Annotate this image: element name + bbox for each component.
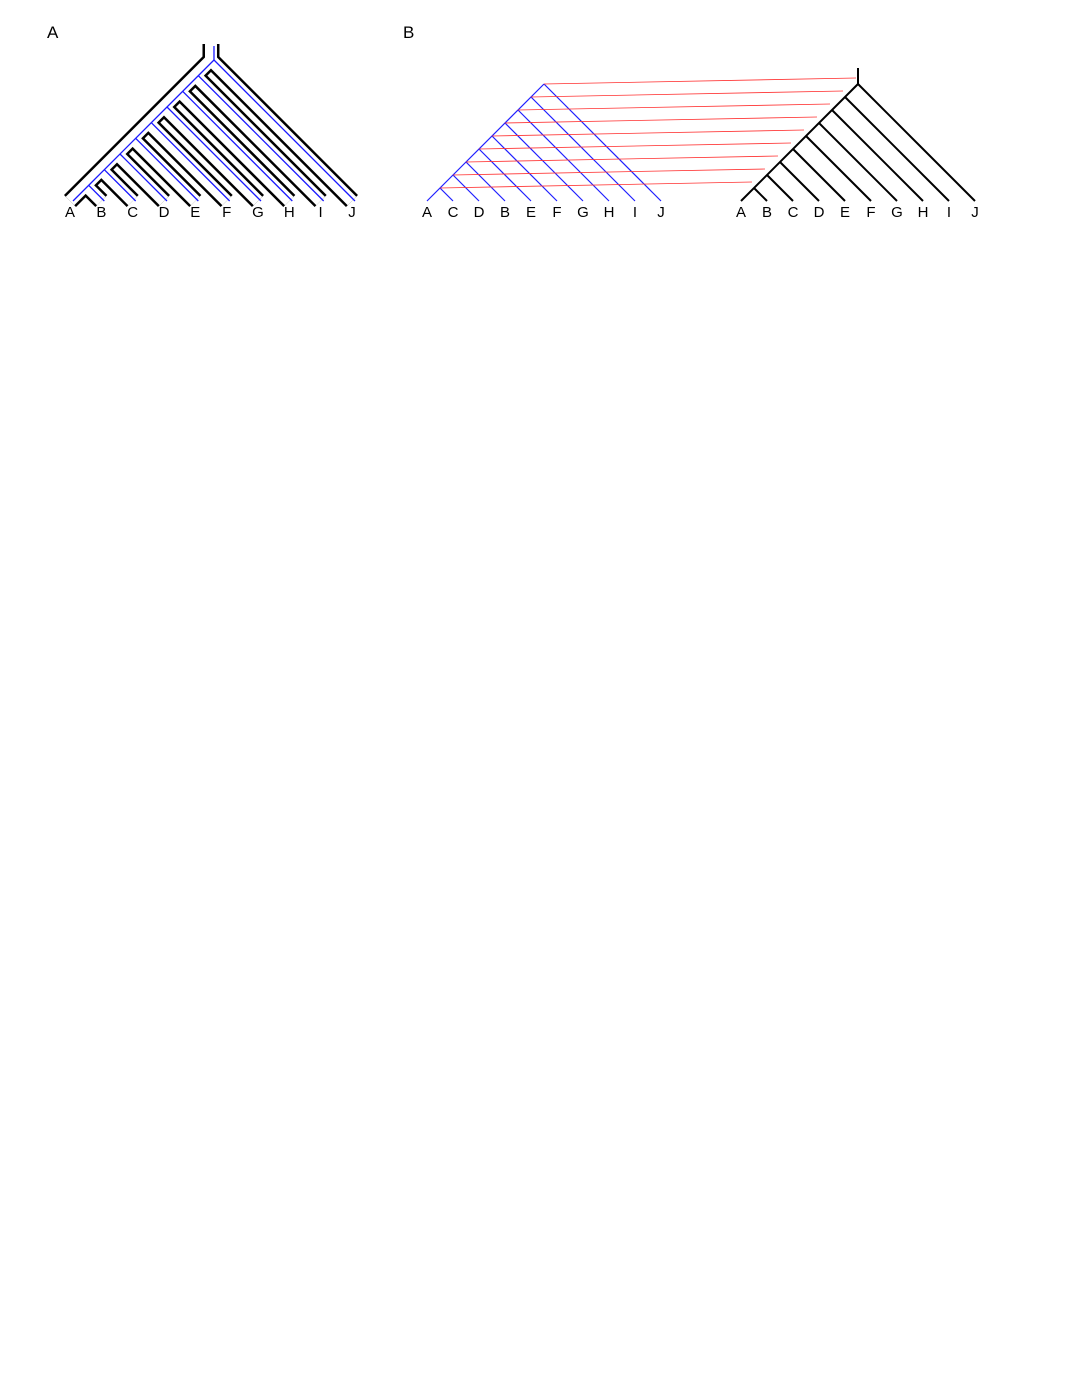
gene-tree-branch	[478, 148, 532, 202]
leaf-label: J	[971, 204, 979, 221]
leaf-label: A	[65, 204, 75, 221]
leaf-label: C	[127, 204, 138, 221]
species-tree-interior	[128, 134, 200, 206]
leaf-label: B	[500, 204, 510, 221]
gene-tree-branch	[439, 187, 454, 202]
species-tree-interior	[144, 118, 231, 206]
leaf-label: H	[604, 204, 615, 221]
gene-tree-branch	[88, 184, 105, 202]
panel-a: A B C D E F G H I J	[63, 42, 358, 221]
leaf-label: E	[526, 204, 536, 221]
leaf-label: C	[448, 204, 459, 221]
gene-tree-branch	[517, 109, 610, 202]
leaf-label: C	[788, 204, 799, 221]
gene-tree-branch	[166, 106, 262, 202]
tube-mask	[205, 42, 216, 47]
leaf-label: J	[348, 204, 356, 221]
mapping-arrow	[517, 103, 831, 111]
leaf-label: G	[891, 204, 903, 221]
gene-tree-branch	[182, 90, 293, 202]
gene-tree-branch	[504, 122, 584, 202]
leaf-label: G	[577, 204, 589, 221]
gene-tree-branch	[426, 83, 545, 202]
gene-tree-branch	[135, 137, 199, 202]
leaf-label: D	[474, 204, 485, 221]
leaf-label: E	[190, 204, 200, 221]
leaf-label: E	[840, 204, 850, 221]
species-tree-branch	[831, 109, 924, 202]
species-tree-interior	[112, 149, 169, 206]
species-tree-interior	[159, 102, 263, 206]
species-tree-interior	[206, 55, 357, 206]
gene-tree-branch	[150, 122, 231, 202]
gene-tree-branch	[103, 169, 137, 202]
gene-tree-branch	[72, 59, 215, 202]
leaf-label: J	[657, 204, 665, 221]
mapping-arrow	[465, 155, 779, 163]
species-tree-interior	[65, 55, 216, 206]
gene-tree-branch	[452, 174, 480, 202]
leaf-label: I	[319, 204, 323, 221]
gene-tree-branch	[213, 59, 356, 202]
species-tree-interior	[97, 165, 137, 206]
species-tree-branch	[766, 174, 794, 202]
leaf-label: I	[633, 204, 637, 221]
gene-tree-branch	[465, 161, 506, 202]
gene-tree-branch	[543, 83, 662, 202]
mapping-arrow	[478, 142, 792, 150]
species-tree-branch	[740, 83, 859, 202]
gene-tree-branch	[197, 75, 325, 202]
mapping-arrow	[530, 90, 844, 98]
mapping-arrow	[543, 77, 857, 85]
leaf-label: G	[252, 204, 264, 221]
species-tree-branch	[753, 187, 768, 202]
mapping-arrow	[491, 129, 805, 137]
leaf-label: B	[762, 204, 772, 221]
species-tree-interior	[175, 87, 294, 206]
mapping-arrow	[504, 116, 818, 124]
species-tree-interior	[191, 71, 325, 206]
panel-label: B	[403, 23, 414, 42]
gene-tree-branch	[119, 153, 168, 202]
leaf-label: F	[222, 204, 231, 221]
mapping-arrow	[452, 168, 766, 176]
species-tree-branch	[818, 122, 898, 202]
leaf-label: I	[947, 204, 951, 221]
species-tree-branch	[805, 135, 872, 202]
species-tree-branch	[857, 83, 976, 202]
species-tree-branch	[792, 148, 846, 202]
panel-label: A	[47, 23, 59, 42]
leaf-label: F	[552, 204, 561, 221]
gene-tree-branch	[491, 135, 558, 202]
species-tree-interior	[81, 181, 106, 206]
leaf-label: D	[159, 204, 170, 221]
leaf-label: A	[736, 204, 746, 221]
leaf-label: B	[96, 204, 106, 221]
leaf-label: H	[918, 204, 929, 221]
species-tree-branch	[779, 161, 820, 202]
gene-tree-branch	[530, 96, 636, 202]
leaf-label: H	[284, 204, 295, 221]
species-tree-branch	[844, 96, 950, 202]
mapping-arrow	[439, 181, 753, 189]
leaf-label: A	[422, 204, 432, 221]
leaf-label: D	[814, 204, 825, 221]
leaf-label: F	[866, 204, 875, 221]
